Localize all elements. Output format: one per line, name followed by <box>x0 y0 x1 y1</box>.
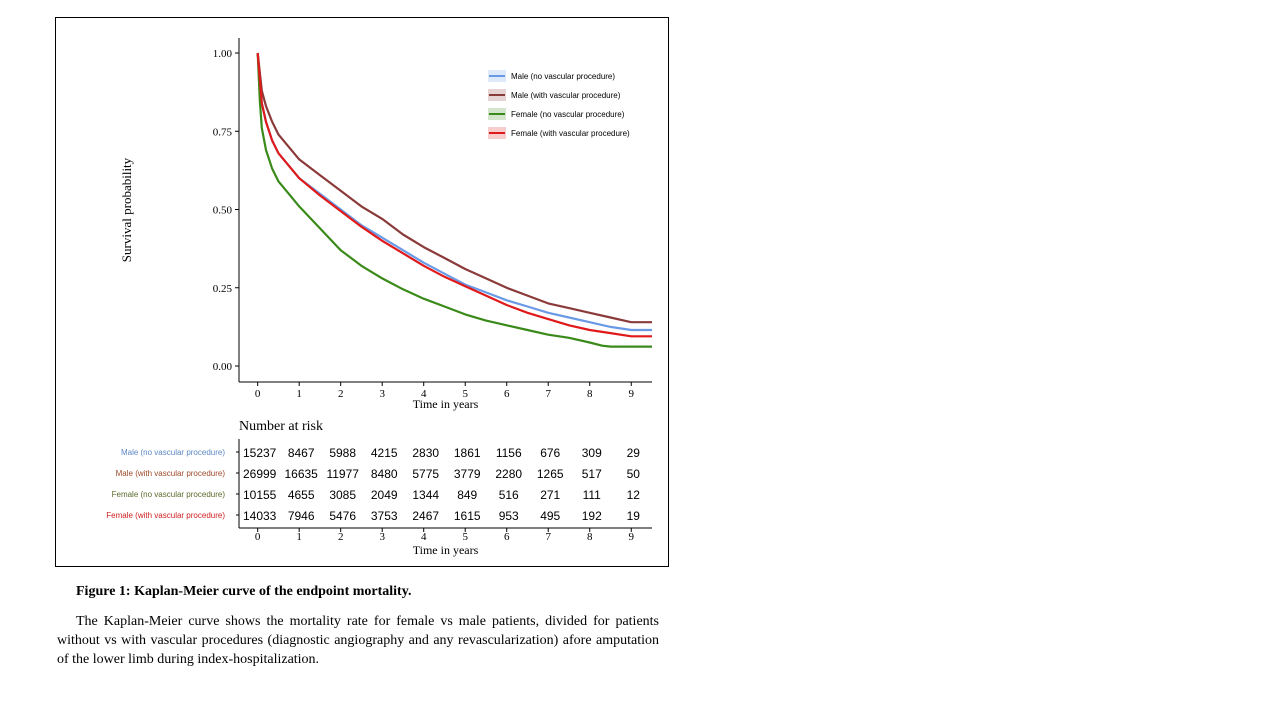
risk-cell: 1265 <box>537 467 564 481</box>
x-tick-label: 6 <box>504 388 510 400</box>
risk-cell: 10155 <box>243 488 277 502</box>
risk-x-tick-label: 8 <box>587 531 593 543</box>
risk-row-label: Male (no vascular procedure) <box>121 448 225 457</box>
risk-cell: 16635 <box>284 467 318 481</box>
series-line-3 <box>256 52 652 338</box>
risk-cell: 517 <box>582 467 602 481</box>
risk-cell: 12 <box>627 488 641 502</box>
risk-cell: 8467 <box>288 446 315 460</box>
risk-cell: 4215 <box>371 446 398 460</box>
risk-cell: 29 <box>627 446 641 460</box>
series-line-1 <box>256 52 652 324</box>
risk-x-tick-label: 9 <box>628 531 634 543</box>
risk-table-x-title: Time in years <box>413 543 479 557</box>
x-tick-label: 5 <box>462 388 468 400</box>
risk-x-tick-label: 3 <box>379 531 385 543</box>
risk-cell: 8480 <box>371 467 398 481</box>
y-axis-title: Survival probability <box>119 157 134 262</box>
x-tick-label: 2 <box>338 388 344 400</box>
risk-cell: 5988 <box>329 446 356 460</box>
risk-cell: 3753 <box>371 509 398 523</box>
risk-cell: 2467 <box>412 509 439 523</box>
risk-cell: 14033 <box>243 509 277 523</box>
risk-cell: 5775 <box>412 467 439 481</box>
risk-x-tick-label: 4 <box>421 531 427 543</box>
risk-cell: 7946 <box>288 509 315 523</box>
risk-cell: 4655 <box>288 488 315 502</box>
figure-caption-title: Figure 1: Kaplan-Meier curve of the endp… <box>76 584 412 599</box>
risk-x-tick-label: 1 <box>296 531 302 543</box>
figure-caption-body: The Kaplan-Meier curve shows the mortali… <box>57 614 659 667</box>
risk-cell: 15237 <box>243 446 277 460</box>
risk-cell: 2280 <box>495 467 522 481</box>
risk-cell: 3085 <box>329 488 356 502</box>
risk-row-label: Female (no vascular procedure) <box>112 490 226 499</box>
x-axis-title: Time in years <box>413 397 479 411</box>
risk-cell: 192 <box>582 509 602 523</box>
y-tick-label: 0.75 <box>213 126 233 138</box>
risk-cell: 111 <box>583 488 602 502</box>
risk-x-tick-label: 6 <box>504 531 510 543</box>
x-tick-label: 8 <box>587 388 593 400</box>
y-tick-label: 0.00 <box>213 361 233 373</box>
x-tick-label: 1 <box>296 388 302 400</box>
y-tick-label: 1.00 <box>213 48 233 60</box>
risk-cell: 1156 <box>496 446 522 460</box>
risk-cell: 1615 <box>454 509 481 523</box>
x-tick-label: 3 <box>379 388 385 400</box>
legend-label: Male (with vascular procedure) <box>511 91 621 100</box>
x-tick-label: 9 <box>628 388 634 400</box>
risk-table-title: Number at risk <box>239 419 323 434</box>
risk-cell: 1861 <box>454 446 481 460</box>
x-tick-label: 0 <box>255 388 261 400</box>
risk-row-label: Female (with vascular procedure) <box>106 511 225 520</box>
legend-label: Female (with vascular procedure) <box>511 129 630 138</box>
y-tick-label: 0.25 <box>213 283 233 295</box>
risk-cell: 495 <box>540 509 560 523</box>
risk-cell: 516 <box>499 488 519 502</box>
risk-cell: 50 <box>627 467 641 481</box>
risk-cell: 953 <box>499 509 519 523</box>
risk-cell: 5476 <box>329 509 356 523</box>
x-tick-label: 4 <box>421 388 427 400</box>
legend-label: Male (no vascular procedure) <box>511 72 615 81</box>
risk-x-tick-label: 0 <box>255 531 261 543</box>
risk-cell: 19 <box>627 509 641 523</box>
risk-cell: 3779 <box>454 467 481 481</box>
risk-row-label: Male (with vascular procedure) <box>116 469 226 478</box>
risk-x-tick-label: 5 <box>462 531 468 543</box>
risk-cell: 849 <box>457 488 477 502</box>
risk-cell: 2049 <box>371 488 398 502</box>
risk-cell: 11977 <box>326 467 359 481</box>
figure-frame: 0.00 0.25 0.50 0.75 1.00 0 1 2 3 4 5 6 7 8 9 Time in ye… <box>55 17 669 567</box>
legend-label: Female (no vascular procedure) <box>511 110 625 119</box>
risk-cell: 1344 <box>412 488 439 502</box>
y-tick-label: 0.50 <box>213 205 233 217</box>
risk-cell: 309 <box>582 446 602 460</box>
risk-x-tick-label: 7 <box>545 531 551 543</box>
risk-cell: 26999 <box>243 467 277 481</box>
risk-cell: 271 <box>540 488 560 502</box>
risk-cell: 676 <box>540 446 560 460</box>
x-tick-label: 7 <box>545 388 551 400</box>
series-line-2 <box>256 52 652 348</box>
risk-x-tick-label: 2 <box>338 531 344 543</box>
risk-cell: 2830 <box>412 446 439 460</box>
